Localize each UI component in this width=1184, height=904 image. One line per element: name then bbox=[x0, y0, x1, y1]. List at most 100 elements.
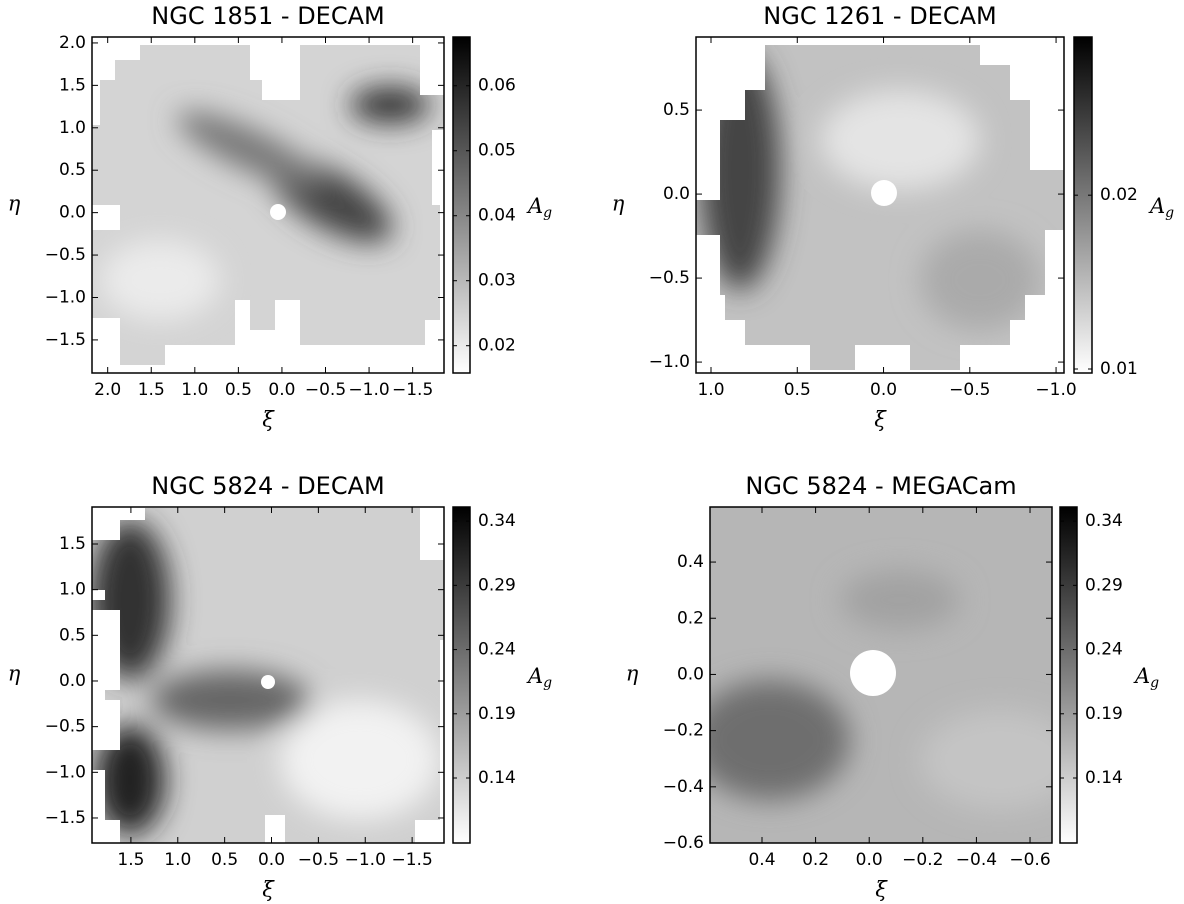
colorbar-tick-label: 0.02 bbox=[478, 336, 516, 356]
chart-title: NGC 5824 - DECAM bbox=[151, 472, 384, 500]
x-tick-label: 0.5 bbox=[784, 380, 811, 400]
x-tick-label: 1.5 bbox=[117, 850, 144, 870]
x-axis-label: ξ bbox=[874, 408, 887, 432]
y-tick-label: −1.5 bbox=[45, 808, 86, 828]
x-tick-label: −0.5 bbox=[298, 850, 339, 870]
plot-frame bbox=[91, 506, 445, 844]
y-tick-label: 1.0 bbox=[59, 118, 86, 138]
y-tick-label: 0.0 bbox=[59, 671, 86, 691]
x-tick-label: −0.6 bbox=[1009, 850, 1050, 870]
colorbar bbox=[1073, 36, 1093, 374]
y-tick-label: 0.5 bbox=[59, 625, 86, 645]
y-tick-label: 0.5 bbox=[59, 160, 86, 180]
x-tick-label: −1.0 bbox=[348, 380, 389, 400]
y-axis-label: η bbox=[626, 662, 639, 686]
chart-title: NGC 1261 - DECAM bbox=[763, 2, 996, 30]
colorbar-label-main: A bbox=[526, 194, 543, 218]
y-tick-label: −0.5 bbox=[649, 268, 690, 288]
x-tick-label: 0.2 bbox=[802, 850, 829, 870]
colorbar-tick-label: 0.14 bbox=[1085, 768, 1123, 788]
y-tick-label: −0.5 bbox=[45, 245, 86, 265]
colorbar bbox=[452, 506, 471, 844]
colorbar-label: Ag bbox=[526, 194, 552, 222]
x-tick-label: −0.4 bbox=[956, 850, 997, 870]
x-tick-label: −1.5 bbox=[391, 850, 432, 870]
colorbar-tick-label: 0.06 bbox=[478, 76, 516, 96]
colorbar-label: Ag bbox=[1133, 664, 1159, 692]
y-tick-label: −0.4 bbox=[663, 777, 704, 797]
colorbar-tick-label: 0.04 bbox=[478, 206, 516, 226]
colorbar bbox=[1059, 506, 1078, 844]
x-tick-label: 0.0 bbox=[870, 380, 897, 400]
x-tick-label: 0.5 bbox=[225, 380, 252, 400]
y-axis-label: η bbox=[8, 192, 21, 216]
x-axis-label: ξ bbox=[262, 878, 275, 902]
x-tick-label: 0.4 bbox=[748, 850, 775, 870]
y-axis-label: η bbox=[8, 662, 21, 686]
map-image bbox=[92, 508, 444, 843]
colorbar-tick-label: 0.29 bbox=[478, 575, 516, 595]
y-tick-label: −0.2 bbox=[663, 721, 704, 741]
colorbar-tick-label: 0.34 bbox=[1085, 511, 1123, 531]
colorbar-label-main: A bbox=[1148, 194, 1165, 218]
x-tick-label: 2.0 bbox=[94, 380, 121, 400]
y-tick-label: 0.0 bbox=[677, 664, 704, 684]
x-tick-label: 1.0 bbox=[181, 380, 208, 400]
y-tick-label: 0.5 bbox=[663, 100, 690, 120]
colorbar-tick-label: 0.24 bbox=[1085, 640, 1123, 660]
colorbar-tick-label: 0.01 bbox=[1100, 359, 1138, 379]
y-tick-label: 0.0 bbox=[59, 203, 86, 223]
x-tick-label: 1.5 bbox=[138, 380, 165, 400]
chart-title: NGC 1851 - DECAM bbox=[151, 2, 384, 30]
x-tick-label: −0.5 bbox=[305, 380, 346, 400]
y-tick-label: 0.0 bbox=[663, 184, 690, 204]
colorbar-tick-label: 0.14 bbox=[478, 768, 516, 788]
y-tick-label: −1.0 bbox=[45, 762, 86, 782]
colorbar-tick-label: 0.19 bbox=[478, 704, 516, 724]
x-tick-label: 0.5 bbox=[211, 850, 238, 870]
map-image bbox=[92, 45, 444, 365]
y-tick-label: 1.5 bbox=[59, 75, 86, 95]
colorbar-tick-label: 0.03 bbox=[478, 271, 516, 291]
plot-frame bbox=[709, 506, 1053, 844]
colorbar-tick-label: 0.02 bbox=[1100, 185, 1138, 205]
x-tick-label: −1.0 bbox=[1035, 380, 1076, 400]
y-tick-label: 0.2 bbox=[677, 608, 704, 628]
y-axis-label: η bbox=[612, 192, 625, 216]
y-tick-label: −1.0 bbox=[649, 352, 690, 372]
colorbar-label: Ag bbox=[526, 664, 552, 692]
colorbar-label: Ag bbox=[1148, 194, 1174, 222]
y-tick-label: 1.5 bbox=[59, 534, 86, 554]
map-image bbox=[710, 507, 1052, 843]
x-tick-label: 0.0 bbox=[856, 850, 883, 870]
colorbar-label-sub: g bbox=[543, 205, 552, 221]
x-tick-label: 0.0 bbox=[268, 380, 295, 400]
colorbar-label-main: A bbox=[1133, 664, 1150, 688]
colorbar-tick-label: 0.24 bbox=[478, 640, 516, 660]
colorbar-label-sub: g bbox=[1150, 675, 1159, 691]
x-axis-label: ξ bbox=[875, 878, 888, 902]
x-tick-label: −0.5 bbox=[949, 380, 990, 400]
colorbar-label-sub: g bbox=[543, 675, 552, 691]
x-tick-label: −0.2 bbox=[902, 850, 943, 870]
colorbar bbox=[452, 36, 471, 374]
y-tick-label: −0.6 bbox=[663, 833, 704, 853]
y-tick-label: 0.4 bbox=[677, 552, 704, 572]
y-tick-label: 2.0 bbox=[59, 33, 86, 53]
x-tick-label: −1.0 bbox=[345, 850, 386, 870]
x-tick-label: 0.0 bbox=[258, 850, 285, 870]
plot-frame bbox=[695, 36, 1065, 374]
plot-frame bbox=[91, 36, 445, 374]
colorbar-tick-label: 0.05 bbox=[478, 141, 516, 161]
y-tick-label: −1.5 bbox=[45, 330, 86, 350]
colorbar-tick-label: 0.19 bbox=[1085, 704, 1123, 724]
y-tick-label: −1.0 bbox=[45, 287, 86, 307]
chart-title: NGC 5824 - MEGACam bbox=[745, 472, 1016, 500]
colorbar-tick-label: 0.29 bbox=[1085, 575, 1123, 595]
colorbar-tick-label: 0.34 bbox=[478, 511, 516, 531]
x-tick-label: 1.0 bbox=[164, 850, 191, 870]
colorbar-label-main: A bbox=[526, 664, 543, 688]
y-tick-label: 1.0 bbox=[59, 580, 86, 600]
x-tick-label: −1.5 bbox=[392, 380, 433, 400]
